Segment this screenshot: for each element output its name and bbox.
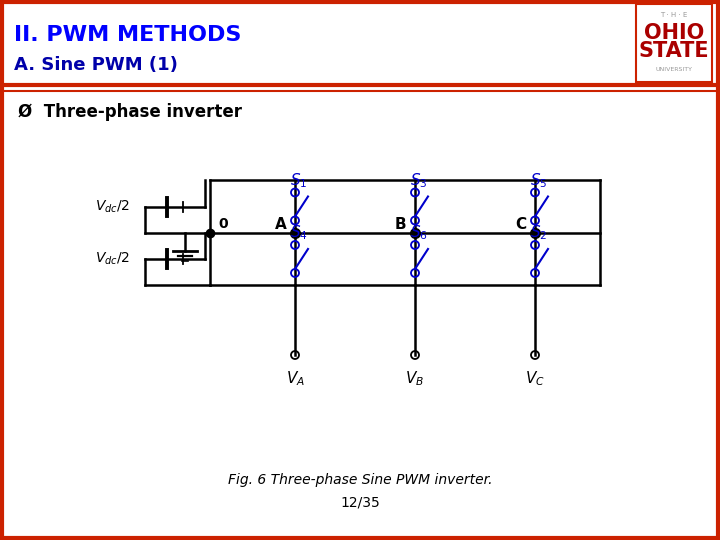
Text: $V_B$: $V_B$ xyxy=(405,369,425,388)
Text: OHIO: OHIO xyxy=(644,23,704,43)
Text: A. Sine PWM (1): A. Sine PWM (1) xyxy=(14,56,178,74)
Text: T · H · E: T · H · E xyxy=(660,12,688,18)
Text: STATE: STATE xyxy=(639,41,709,61)
Text: $V_C$: $V_C$ xyxy=(525,369,545,388)
Text: $S_2$: $S_2$ xyxy=(530,224,547,242)
Text: $V_{dc}/2$: $V_{dc}/2$ xyxy=(95,198,130,215)
Text: $S_1$: $S_1$ xyxy=(290,171,307,190)
Text: $S_5$: $S_5$ xyxy=(530,171,547,190)
Text: A: A xyxy=(275,217,287,232)
Text: Fig. 6 Three-phase Sine PWM inverter.: Fig. 6 Three-phase Sine PWM inverter. xyxy=(228,473,492,487)
Text: $S_4$: $S_4$ xyxy=(290,224,307,242)
Text: 12/35: 12/35 xyxy=(340,495,380,509)
Text: UNIVERSITY: UNIVERSITY xyxy=(655,67,693,72)
Text: II. PWM METHODS: II. PWM METHODS xyxy=(14,25,241,45)
Text: B: B xyxy=(395,217,407,232)
Text: Ø  Three-phase inverter: Ø Three-phase inverter xyxy=(18,103,242,121)
Text: $V_{dc}/2$: $V_{dc}/2$ xyxy=(95,251,130,267)
Text: C: C xyxy=(515,217,526,232)
Text: 0: 0 xyxy=(218,217,228,231)
Bar xyxy=(636,4,712,82)
Text: $S_3$: $S_3$ xyxy=(410,171,428,190)
Text: $V_A$: $V_A$ xyxy=(286,369,305,388)
Text: $S_6$: $S_6$ xyxy=(410,224,428,242)
